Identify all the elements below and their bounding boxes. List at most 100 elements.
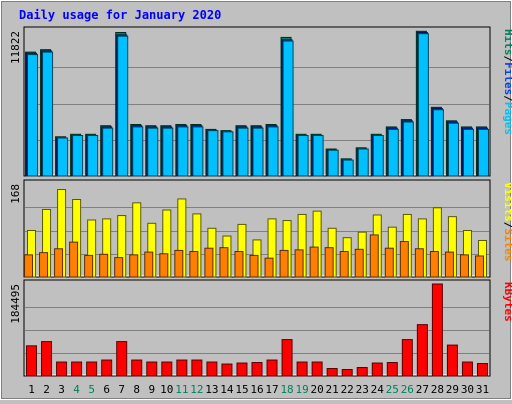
bar-kbytes (131, 359, 143, 377)
bar-sites (459, 254, 469, 278)
panels: 11822Hits/Files/Pages168Visits/Sites1844… (9, 26, 512, 377)
bar-kbytes (371, 362, 383, 377)
bar-kbytes (386, 362, 398, 377)
bar-kbytes (26, 345, 38, 377)
bar-sites (249, 254, 259, 278)
legend-text-top: Hits/Files/Pages (502, 29, 512, 135)
x-tick-label: 31 (476, 383, 489, 396)
bar-sites (429, 251, 439, 278)
y-max-label-bottom: 184495 (9, 284, 22, 324)
bar-sites (414, 248, 424, 278)
bar-sites (69, 241, 79, 278)
bar-sites (39, 252, 49, 278)
legend-item-sites: Sites (502, 228, 512, 261)
bar-sites (54, 248, 64, 278)
bar-sites (309, 246, 319, 278)
bar-kbytes (476, 363, 488, 377)
x-tick-label: 23 (356, 383, 369, 396)
legend-item-visits: Visits (502, 182, 512, 222)
bar-pages (402, 121, 414, 177)
legend-separator: / (502, 95, 512, 102)
bar-sites (294, 249, 304, 278)
bar-kbytes (191, 359, 203, 377)
x-tick-label: 30 (461, 383, 474, 396)
bar-pages (132, 126, 144, 177)
bar-pages (372, 135, 384, 177)
bar-pages (327, 149, 339, 177)
bar-kbytes (326, 368, 338, 377)
panel-bottom: 184495 KBytes (9, 279, 512, 377)
panel-middle: 168 Visits/Sites (9, 179, 512, 278)
bar-pages (72, 135, 84, 177)
x-tick-label: 4 (73, 383, 80, 396)
legend-separator: / (502, 56, 512, 63)
legend-item-files: Files (502, 62, 512, 95)
bar-kbytes (221, 363, 233, 377)
bar-pages (462, 128, 474, 177)
bar-kbytes (176, 359, 188, 377)
x-tick-label: 24 (371, 383, 385, 396)
legend-item-pages: Pages (502, 102, 512, 135)
bar-sites (369, 234, 379, 278)
bar-kbytes (146, 361, 158, 377)
bar-pages (297, 135, 309, 177)
bar-kbytes (251, 362, 263, 377)
legend-text-middle: Visits/Sites (502, 182, 512, 262)
x-tick-label: 26 (401, 383, 414, 396)
x-tick-label: 21 (326, 383, 339, 396)
x-tick-label: 1 (28, 383, 35, 396)
bar-kbytes (311, 361, 323, 377)
x-tick-label: 20 (311, 383, 324, 396)
bar-sites (234, 251, 244, 278)
bar-kbytes (161, 361, 173, 377)
bar-pages (282, 40, 294, 177)
bar-kbytes (341, 369, 353, 377)
x-tick-label: 19 (295, 383, 308, 396)
bar-sites (339, 251, 349, 278)
y-max-label-top: 11822 (9, 31, 22, 64)
bar-kbytes (86, 361, 98, 377)
x-tick-label: 3 (58, 383, 65, 396)
bar-pages (237, 127, 249, 177)
bar-sites (189, 251, 199, 278)
bar-kbytes (416, 324, 428, 377)
bar-pages (102, 127, 114, 177)
x-tick-label: 25 (386, 383, 399, 396)
bar-pages (312, 135, 324, 177)
bar-pages (432, 109, 444, 177)
x-tick-label: 13 (205, 383, 218, 396)
bar-pages (177, 126, 189, 177)
x-tick-label: 17 (265, 383, 278, 396)
legend-top: Hits/Files/Pages (502, 29, 512, 135)
bar-pages (447, 122, 459, 177)
x-tick-label: 18 (280, 383, 293, 396)
bar-kbytes (356, 367, 368, 377)
legend-item-hits: Hits (502, 29, 512, 56)
bar-sites (444, 251, 454, 278)
bar-kbytes (461, 361, 473, 377)
legend-separator: / (502, 222, 512, 229)
bar-pages (42, 51, 54, 177)
bar-kbytes (41, 341, 53, 377)
bar-kbytes (206, 361, 218, 377)
bar-kbytes (266, 359, 278, 377)
bar-kbytes (116, 341, 128, 377)
bar-sites (24, 254, 34, 278)
bar-pages (147, 127, 159, 177)
bar-pages (207, 130, 219, 177)
x-tick-label: 5 (88, 383, 95, 396)
bar-kbytes (71, 361, 83, 377)
x-tick-label: 11 (175, 383, 188, 396)
bar-kbytes (101, 359, 113, 377)
bar-kbytes (431, 283, 443, 377)
legend-middle: Visits/Sites (502, 182, 512, 262)
bar-sites (354, 248, 364, 278)
bar-sites (384, 247, 394, 278)
bar-pages (117, 35, 129, 177)
bar-sites (219, 247, 229, 278)
x-tick-label: 16 (250, 383, 263, 396)
chart-title: Daily usage for January 2020 (19, 8, 221, 22)
